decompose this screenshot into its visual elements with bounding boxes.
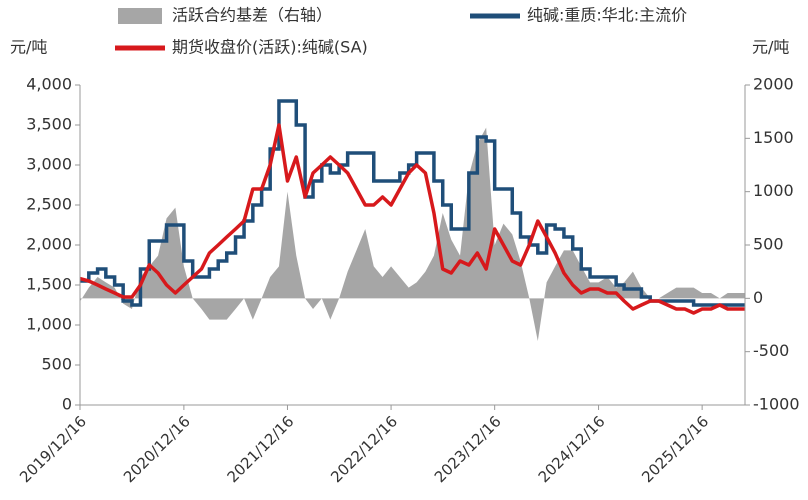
spot-line	[80, 99, 745, 307]
x-tick-label: 2022/12/16	[327, 412, 401, 486]
y-tick-label: 3,500	[26, 115, 72, 134]
y-tick-label: 4,000	[26, 75, 72, 94]
y-tick-label: 2,500	[26, 195, 72, 214]
y-tick-label: 0	[62, 395, 72, 414]
y2-tick-label: -1000	[753, 395, 800, 414]
x-tick-label: 2023/12/16	[431, 412, 505, 486]
legend-label: 期货收盘价(活跃):纯碱(SA)	[172, 38, 368, 57]
y2-tick-label: -500	[753, 341, 789, 360]
y2-axis-label: 元/吨	[752, 38, 789, 57]
legend-swatch	[118, 8, 162, 24]
y2-tick-label: 1500	[753, 128, 794, 147]
x-tick-label: 2019/12/16	[16, 412, 90, 486]
y-tick-label: 500	[41, 355, 72, 374]
x-tick-label: 2025/12/16	[638, 412, 712, 486]
basis-area	[80, 127, 745, 342]
y-tick-label: 3,000	[26, 155, 72, 174]
y-axis-label: 元/吨	[10, 38, 47, 57]
legend-label: 活跃合约基差（右轴）	[172, 6, 332, 25]
y-tick-label: 1,500	[26, 275, 72, 294]
y2-tick-label: 0	[753, 288, 763, 307]
y-tick-label: 1,000	[26, 315, 72, 334]
y2-tick-label: 1000	[753, 181, 794, 200]
y2-tick-label: 500	[753, 235, 784, 254]
y-tick-label: 2,000	[26, 235, 72, 254]
legend-label: 纯碱:重质:华北:主流价	[527, 6, 687, 25]
x-tick-label: 2024/12/16	[535, 412, 609, 486]
futures-line	[79, 123, 745, 315]
x-tick-label: 2020/12/16	[120, 412, 194, 486]
x-tick-label: 2021/12/16	[224, 412, 298, 486]
y2-tick-label: 2000	[753, 75, 794, 94]
